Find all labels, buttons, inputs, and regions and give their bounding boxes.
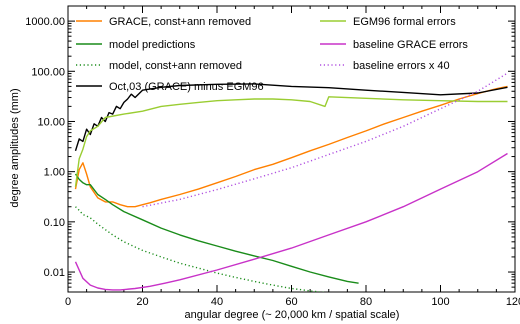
x-tick-label: 100 [431,296,449,308]
series-line-7 [142,72,508,208]
y-tick-label: 1.00 [44,167,65,179]
legend: GRACE, const+ann removed model prediction… [76,16,468,93]
legend-label-2: model predictions [109,39,196,51]
x-tick-label: 80 [360,296,372,308]
x-axis-title: angular degree (~ 20,000 km / spatial sc… [185,309,400,321]
series-line-3 [75,206,326,292]
series-line-2 [74,173,359,284]
y-tick-label: 0.10 [44,217,65,229]
legend-label-6: baseline GRACE errors [353,39,468,51]
x-tick-label: 40 [211,296,223,308]
series-line-6 [74,152,508,291]
series-group [74,72,508,292]
legend-label-3: model, const+ann removed [109,60,242,72]
x-tick-label: 60 [285,296,297,308]
x-tick-label: 120 [506,296,520,308]
legend-label-4: Oct,03 (GRACE) minus EGM96 [109,81,264,93]
y-tick-label: 10.00 [37,116,65,128]
series-line-4 [74,83,508,152]
x-tick-label: 0 [65,296,71,308]
y-tick-label: 1000.00 [25,16,65,28]
legend-label-5: EGM96 formal errors [353,16,456,28]
y-axis-title: degree amplitudes (mm) [9,88,21,207]
series-line-5 [74,96,508,187]
legend-label-7: baseline errors x 40 [353,60,450,72]
series-line-1 [74,85,508,208]
y-tick-label: 0.01 [44,267,65,279]
x-tick-label: 20 [136,296,148,308]
legend-label-1: GRACE, const+ann removed [109,16,251,28]
plot-area: 0 20 40 60 80 100 120 0.01 0.10 1.00 10.00 100.00 10… [25,5,520,308]
y-tick-label: 100.00 [31,66,65,78]
